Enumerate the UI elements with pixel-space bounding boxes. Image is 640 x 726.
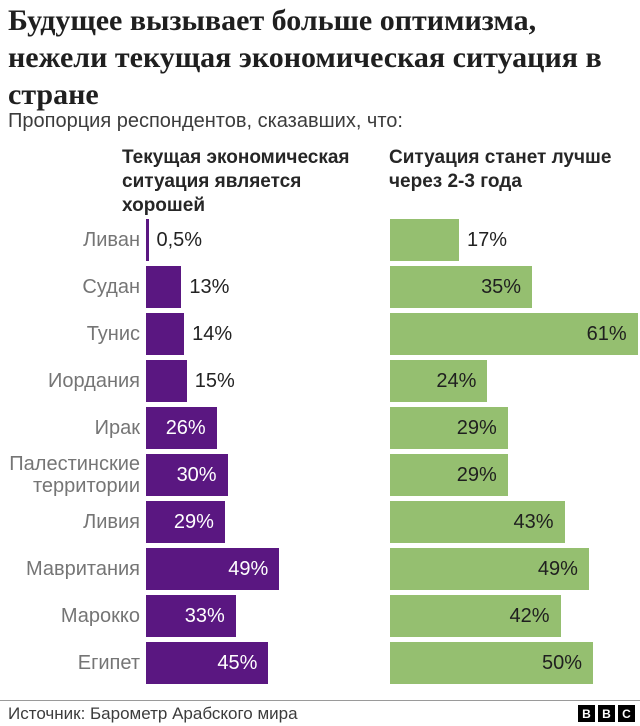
bar-row: Палестинские территории 30% 29% — [0, 453, 640, 497]
future-situation-bar — [390, 548, 589, 590]
current-situation-value: 14% — [192, 322, 233, 345]
country-label: Ирак — [94, 417, 140, 439]
country-label: Судан — [82, 276, 140, 298]
future-situation-bar — [390, 642, 593, 684]
chart-subtitle: Пропорция респондентов, сказавших, что: — [8, 110, 403, 132]
bar-row: Ливан 0,5% 17% — [0, 219, 640, 261]
source-text: Источник: Барометр Арабского мира — [8, 704, 298, 723]
footer-divider — [0, 700, 640, 701]
current-situation-bar — [146, 266, 182, 308]
current-situation-bar — [146, 454, 228, 496]
current-situation-bar — [146, 642, 269, 684]
current-situation-bar — [146, 501, 225, 543]
country-label: Ливия — [83, 511, 140, 533]
bbc-logo-letter: B — [578, 705, 595, 722]
future-situation-value: 61% — [586, 322, 627, 345]
current-situation-value: 29% — [173, 510, 214, 533]
future-situation-bar — [390, 219, 460, 261]
country-label: Тунис — [86, 323, 140, 345]
future-situation-value: 29% — [456, 463, 497, 486]
country-label: Палестинские территории — [9, 453, 140, 497]
current-situation-value: 30% — [176, 463, 217, 486]
right-column-header: Ситуация станет лучше через 2-3 года — [389, 147, 612, 192]
future-situation-bar — [390, 595, 561, 637]
future-situation-bar — [390, 313, 638, 355]
bar-row: Тунис 14% 61% — [0, 313, 640, 355]
country-label: Египет — [77, 652, 140, 674]
current-situation-value: 13% — [189, 275, 230, 298]
country-label: Мавритания — [25, 558, 140, 580]
bar-row: Марокко 33% 42% — [0, 595, 640, 637]
current-situation-bar — [146, 407, 217, 449]
current-situation-value: 49% — [228, 557, 269, 580]
future-situation-value: 24% — [436, 369, 477, 392]
country-label: Марокко — [60, 605, 140, 627]
current-situation-bar — [146, 313, 185, 355]
current-situation-value: 33% — [184, 604, 225, 627]
current-situation-bar — [146, 595, 236, 637]
current-situation-value: 45% — [217, 651, 258, 674]
country-label: Ливан — [83, 229, 140, 251]
current-situation-bar — [146, 219, 149, 261]
future-situation-value: 29% — [456, 416, 497, 439]
bar-row: Мавритания 49% 49% — [0, 548, 640, 590]
left-column-header: Текущая экономическая ситуация является … — [122, 147, 350, 216]
chart-rows: Ливан 0,5% 17% Судан 13% 35% Тунис 14% 61% Иордан… — [0, 219, 640, 689]
future-situation-value: 35% — [481, 275, 522, 298]
country-label: Иордания — [47, 370, 140, 392]
future-situation-value: 42% — [509, 604, 550, 627]
current-situation-value: 15% — [194, 369, 235, 392]
current-situation-bar — [146, 360, 187, 402]
current-situation-bar — [146, 548, 280, 590]
chart-title: Будущее вызывает больше оптимизма, нежел… — [8, 4, 602, 111]
bar-row: Иордания 15% 24% — [0, 360, 640, 402]
bbc-logo-letter: C — [618, 705, 635, 722]
bar-row: Ирак 26% 29% — [0, 407, 640, 449]
future-situation-bar — [390, 407, 508, 449]
bar-row: Ливия 29% 43% — [0, 501, 640, 543]
bar-row: Египет 45% 50% — [0, 642, 640, 684]
bar-row: Судан 13% 35% — [0, 266, 640, 308]
future-situation-value: 43% — [513, 510, 554, 533]
future-situation-bar — [390, 501, 565, 543]
future-situation-value: 50% — [541, 651, 582, 674]
future-situation-bar — [390, 266, 533, 308]
current-situation-value: 26% — [165, 416, 206, 439]
future-situation-bar — [390, 360, 488, 402]
future-situation-value: 49% — [537, 557, 578, 580]
future-situation-bar — [390, 454, 508, 496]
current-situation-value: 0,5% — [156, 228, 203, 251]
bbc-logo-letter: B — [598, 705, 615, 722]
future-situation-value: 17% — [467, 228, 508, 251]
